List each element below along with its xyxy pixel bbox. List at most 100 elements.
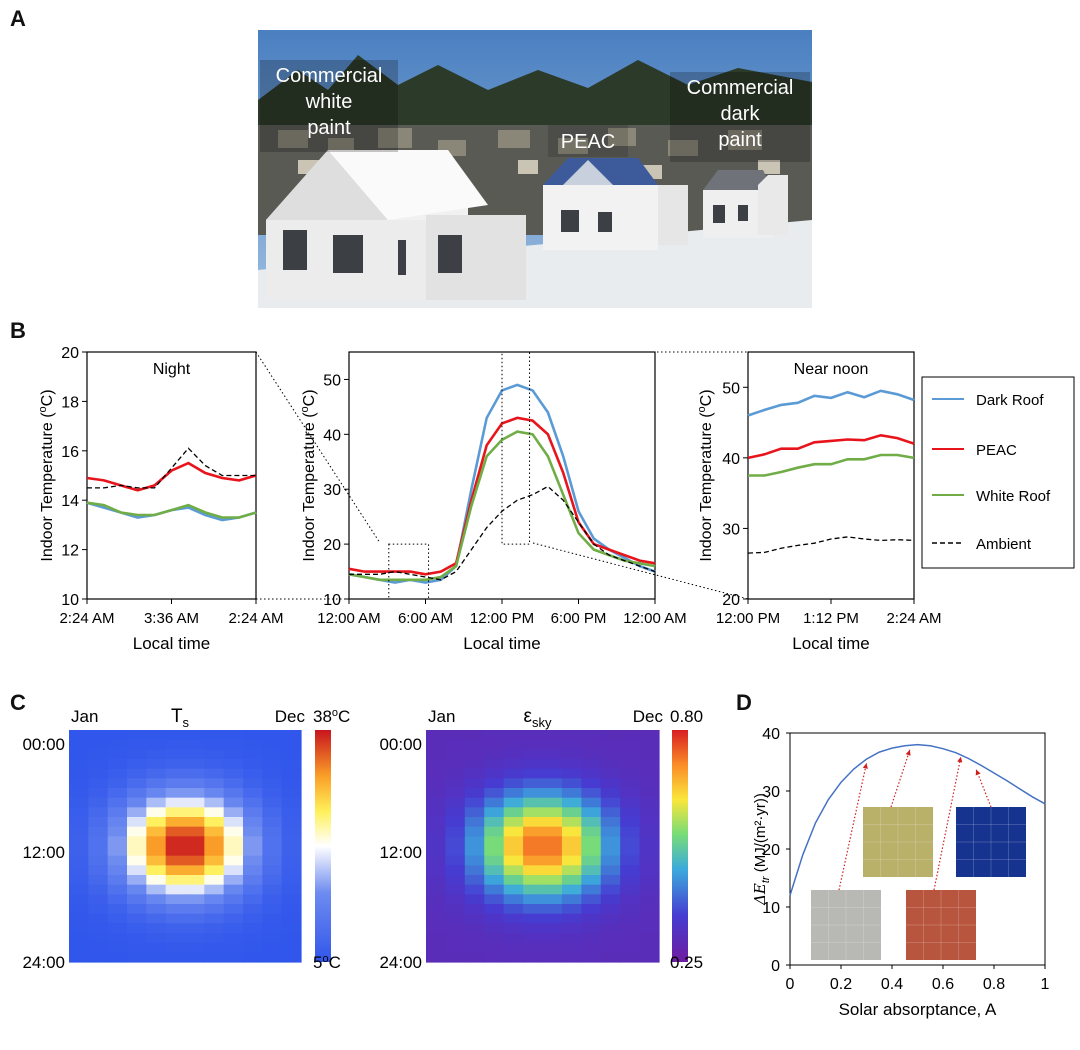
heat-cell xyxy=(281,730,302,741)
heat-cell xyxy=(484,749,505,760)
heat-cell xyxy=(542,788,563,799)
heat-cell xyxy=(107,807,128,818)
colorbar-min-label: 0.25 xyxy=(670,953,703,972)
heat-cell xyxy=(107,778,128,789)
heat-y-start: 00:00 xyxy=(379,735,422,754)
y-tick-label: 12 xyxy=(61,543,79,560)
heat-cell xyxy=(281,894,302,905)
heat-cell xyxy=(484,836,505,847)
photo-label-dark-3: paint xyxy=(718,129,762,151)
y-tick-label: 30 xyxy=(762,784,780,801)
heat-cell xyxy=(204,739,225,750)
heat-cell xyxy=(426,904,447,915)
heat-cell xyxy=(639,913,660,924)
heat-cell xyxy=(464,759,485,770)
heat-cell xyxy=(581,788,602,799)
y-tick-label: 20 xyxy=(61,345,79,362)
heat-cell xyxy=(523,768,544,779)
heat-cell xyxy=(426,826,447,837)
heat-cell xyxy=(523,836,544,847)
heat-cell xyxy=(127,875,147,886)
heat-cell xyxy=(107,923,128,934)
heat-cell xyxy=(146,855,167,866)
photo-label-white-1: Commercial xyxy=(276,65,383,87)
heat-cell xyxy=(464,749,485,760)
heat-cell xyxy=(204,759,225,770)
heat-cell xyxy=(600,865,621,876)
heat-cell xyxy=(243,933,263,944)
heat-cell xyxy=(639,730,660,741)
chart-near-noon: 20 30 40 50 12:00 PM 1:12 PM 2:24 AM Local time… xyxy=(696,351,942,653)
heat-x-start: Jan xyxy=(71,707,98,726)
heat-cell xyxy=(620,913,641,924)
heatmap-sky-emissivity: Jan Dec εsky 00:00 12:00 24:00 0.80 0.25 xyxy=(379,706,703,972)
heat-cell xyxy=(146,875,167,886)
heat-cell xyxy=(262,788,283,799)
heat-cell xyxy=(464,797,485,808)
colorbar-max-label: 38oC xyxy=(313,707,350,726)
heat-cell xyxy=(581,836,602,847)
swatch-gray xyxy=(811,890,881,960)
heat-cell xyxy=(243,942,263,953)
heat-cell xyxy=(484,788,505,799)
heat-y-end: 24:00 xyxy=(379,953,422,972)
heat-cell xyxy=(464,894,485,905)
heat-cell xyxy=(69,797,89,808)
heat-cell xyxy=(503,836,524,847)
heat-cell xyxy=(165,884,186,895)
heat-cell xyxy=(146,904,167,915)
heat-cell xyxy=(243,778,263,789)
heat-cell xyxy=(445,875,466,886)
series-ambient xyxy=(747,536,915,554)
heat-cell xyxy=(262,952,283,963)
heat-cell xyxy=(185,768,205,779)
heat-cell xyxy=(426,759,447,770)
heat-cell xyxy=(581,904,602,915)
heat-cell xyxy=(107,797,128,808)
heat-cell xyxy=(620,836,641,847)
heat-cell xyxy=(561,913,582,924)
swatch-arrow-head xyxy=(862,763,868,769)
heat-cell xyxy=(204,778,225,789)
heat-cell xyxy=(484,952,505,963)
heat-cell xyxy=(581,933,602,944)
swatch-terracotta xyxy=(906,890,976,960)
heat-cell xyxy=(88,836,109,847)
heat-cell xyxy=(639,807,660,818)
heat-cell xyxy=(281,933,302,944)
heat-cell xyxy=(223,788,244,799)
heat-cell xyxy=(262,778,283,789)
heat-cell xyxy=(107,826,128,837)
heat-cell xyxy=(542,865,563,876)
heat-cell xyxy=(484,875,505,886)
legend-peac: PEAC xyxy=(976,442,1017,459)
heat-cell xyxy=(88,807,109,818)
heat-cell xyxy=(165,788,186,799)
series-white-roof xyxy=(348,430,656,582)
panel-label-a: A xyxy=(10,6,26,31)
heat-cell xyxy=(243,768,263,779)
heat-cell xyxy=(165,778,186,789)
heat-cell xyxy=(561,904,582,915)
heat-cell xyxy=(620,739,641,750)
heat-cell xyxy=(127,933,147,944)
heat-cell xyxy=(281,942,302,953)
heat-cell xyxy=(88,865,109,876)
heat-cell xyxy=(503,739,524,750)
heat-cell xyxy=(445,952,466,963)
heat-cell xyxy=(204,797,225,808)
zoom-box-1 xyxy=(501,351,531,545)
heat-cell xyxy=(223,894,244,905)
heat-cell xyxy=(127,778,147,789)
heat-cell xyxy=(107,894,128,905)
heat-cell xyxy=(600,933,621,944)
heat-cell xyxy=(185,817,205,828)
heat-cell xyxy=(127,759,147,770)
heat-cell xyxy=(69,865,89,876)
heat-cell xyxy=(185,884,205,895)
heat-cell xyxy=(146,952,167,963)
heat-cell xyxy=(600,923,621,934)
heat-cell xyxy=(185,759,205,770)
heat-cell xyxy=(484,884,505,895)
heat-cell xyxy=(185,904,205,915)
